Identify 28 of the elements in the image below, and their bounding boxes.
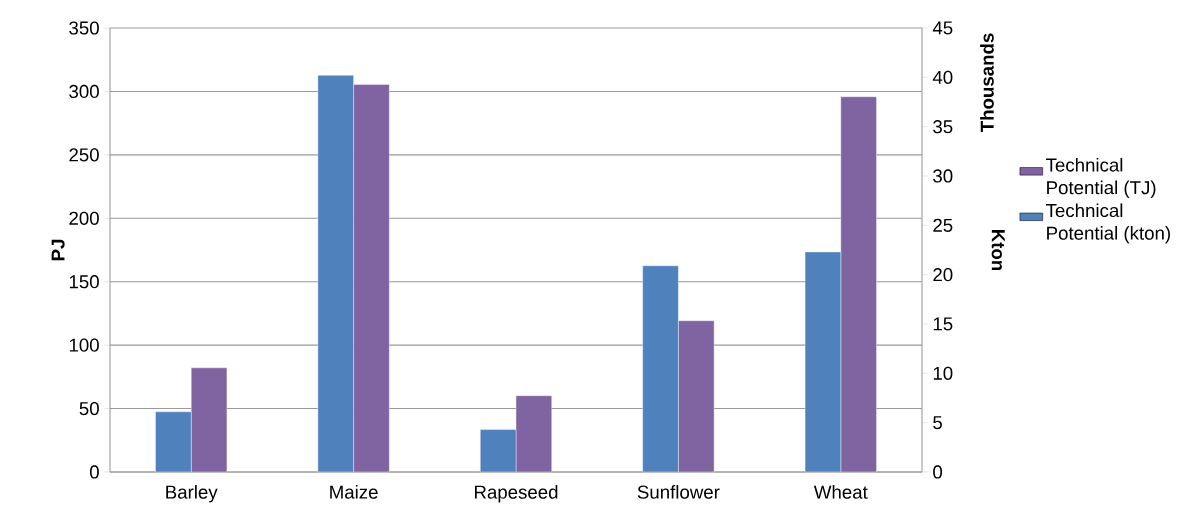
y-tick-label: 0: [89, 465, 99, 479]
y-tick-label: 250: [69, 148, 99, 162]
y2-tick-label: 20: [933, 268, 953, 282]
x-tick-label: Wheat: [813, 485, 868, 499]
y-tick-label: 300: [69, 84, 99, 99]
y-tick-label: 50: [79, 401, 99, 416]
legend-label: Technical Potential (kton): [1046, 203, 1170, 244]
y-tick-label: 200: [69, 211, 99, 225]
y-tick-label: 150: [69, 275, 99, 289]
y-tick-label: 350: [69, 21, 99, 35]
x-tick-label: Rapeseed: [474, 485, 558, 503]
y2-tick-label: 15: [933, 317, 953, 331]
x-tick-label: Barley: [166, 485, 218, 503]
y2-tick-label: 45: [932, 21, 953, 35]
y-tick-label: 100: [69, 338, 99, 352]
x-tick-label: Maize: [330, 485, 378, 499]
y2-tick-label: 10: [933, 366, 953, 380]
y2-tick-label: 40: [932, 70, 953, 84]
y2-tick-label: 25: [933, 218, 953, 232]
y2-tick-label: 0: [933, 465, 943, 479]
y2-tick-label: 35: [933, 120, 953, 134]
text: Thousands: [980, 33, 994, 133]
y2-tick-label: 30: [933, 169, 953, 183]
x-tick-label: Sunflower: [637, 485, 720, 499]
y2-tick-label: 5: [933, 416, 942, 430]
y-axis-title: PJ: [51, 239, 65, 261]
legend-label: Technical Potential (TJ): [1046, 157, 1156, 198]
y2-axis-title: Kton: [991, 230, 1005, 271]
